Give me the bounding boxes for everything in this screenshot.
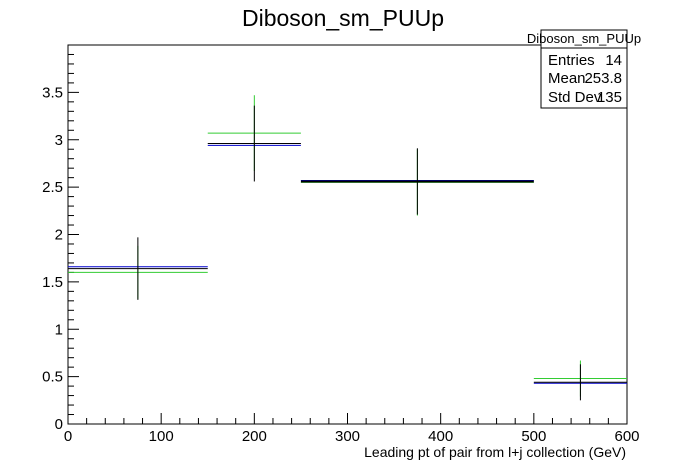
data-series [68, 95, 627, 401]
stats-box: Diboson_sm_PUUp Entries 14 Mean 253.8 St… [527, 29, 641, 109]
y-tick-label: 2 [55, 227, 63, 244]
y-tick-label: 1 [55, 321, 63, 338]
stats-mean-label: Mean [548, 70, 586, 87]
x-tick-label: 100 [149, 428, 174, 445]
stats-stddev-value: 135 [597, 89, 622, 106]
x-axis-label: Leading pt of pair from l+j collection (… [364, 444, 626, 460]
x-tick-label: 200 [242, 428, 267, 445]
y-tick-label: 3.5 [42, 84, 63, 101]
stats-title: Diboson_sm_PUUp [527, 31, 641, 46]
stats-entries-value: 14 [605, 52, 622, 69]
series-2 [68, 95, 627, 397]
series-0 [68, 105, 627, 401]
x-tick-label: 600 [614, 428, 639, 445]
chart-title: Diboson_sm_PUUp [242, 5, 444, 31]
y-tick-label: 3 [55, 132, 63, 149]
stats-box-frame [540, 29, 628, 109]
y-tick-label: 0.5 [42, 369, 63, 386]
stats-entries-label: Entries [548, 52, 595, 69]
x-tick-label: 300 [335, 428, 360, 445]
x-tick-label: 500 [521, 428, 546, 445]
x-tick-label: 400 [428, 428, 453, 445]
x-tick-label: 0 [64, 428, 72, 445]
y-tick-label: 0 [55, 416, 63, 433]
x-axis: 0 100 200 300 400 500 600 [64, 413, 640, 445]
y-tick-label: 1.5 [42, 274, 63, 291]
stats-mean-value: 253.8 [584, 70, 622, 87]
stats-stddev-label: Std Dev [548, 89, 602, 106]
y-tick-label: 2.5 [42, 179, 63, 196]
y-axis: 0 0.5 1 1.5 2 2.5 3 3.5 [42, 44, 79, 433]
